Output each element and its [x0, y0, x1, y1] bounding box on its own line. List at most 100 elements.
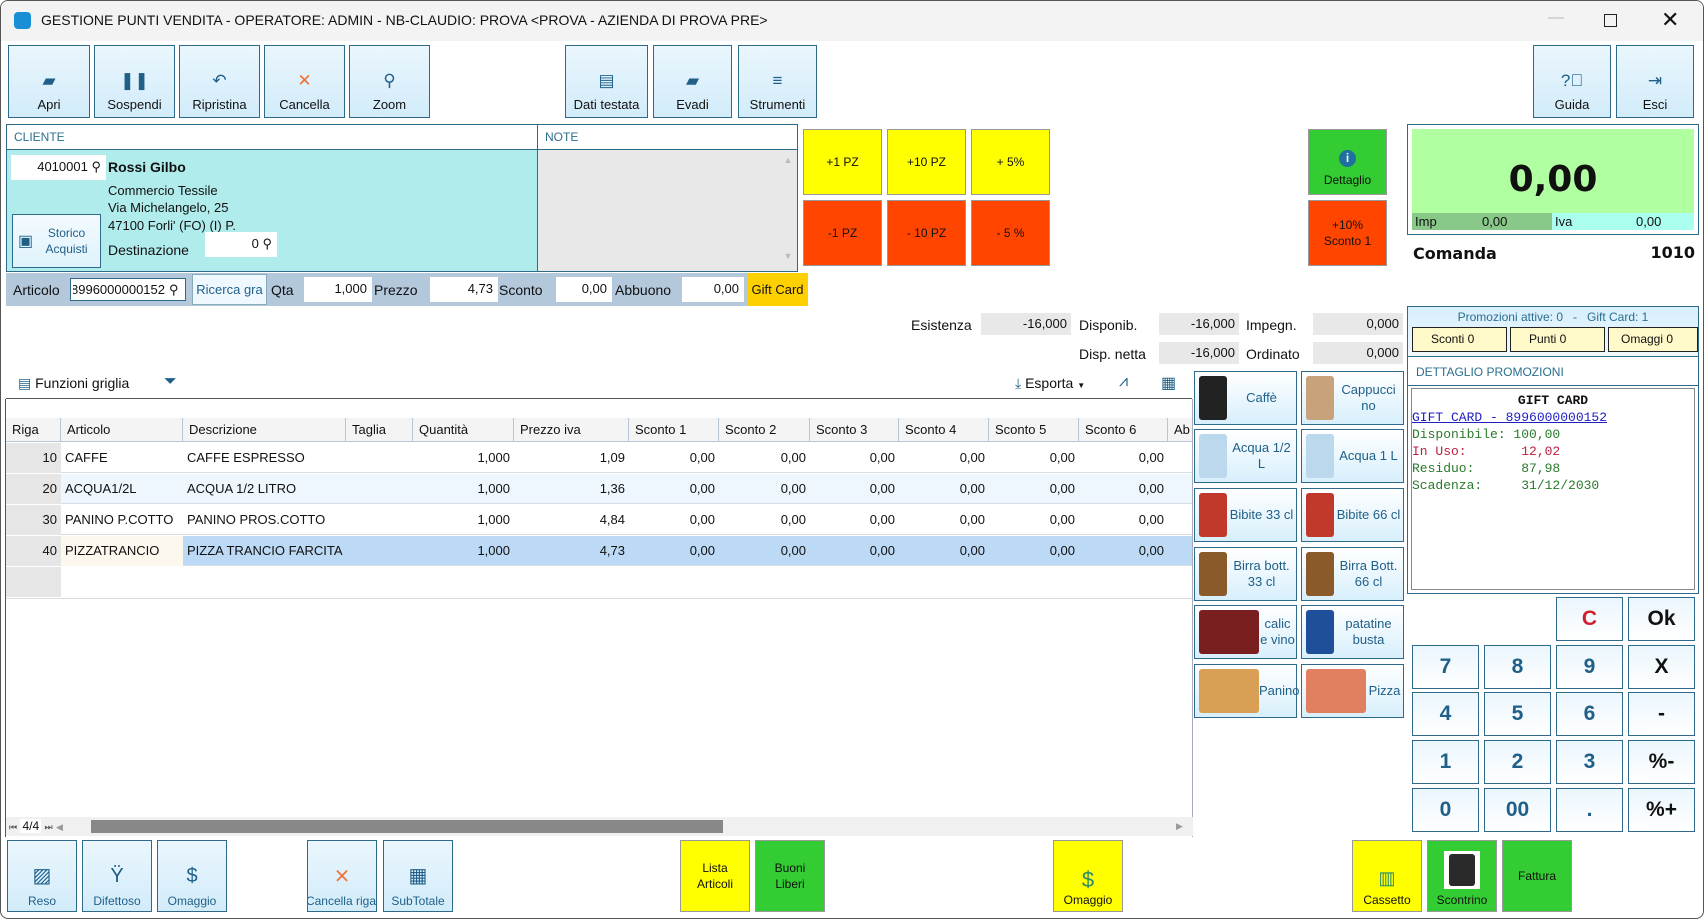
- key-minus[interactable]: -: [1628, 692, 1695, 736]
- column-header[interactable]: Taglia: [346, 418, 413, 442]
- subtotale-button[interactable]: ▦ SubTotale: [383, 840, 453, 912]
- table-row[interactable]: [6, 443, 1193, 473]
- omaggi-button[interactable]: Omaggi 0: [1608, 327, 1698, 352]
- key-3[interactable]: 3: [1556, 740, 1623, 784]
- key-multiply[interactable]: X: [1628, 645, 1695, 689]
- key-0[interactable]: 0: [1412, 788, 1479, 832]
- sconto-10-button[interactable]: +10% Sconto 1: [1308, 200, 1387, 266]
- difettoso-button[interactable]: Ÿ Difettoso: [82, 840, 152, 912]
- product-button[interactable]: Panino: [1194, 664, 1299, 718]
- funzioni-griglia-button[interactable]: ▤ Funzioni griglia: [18, 375, 129, 392]
- column-header[interactable]: Quantità: [413, 418, 514, 442]
- dati-testata-button[interactable]: ▤ Dati testata: [565, 45, 648, 118]
- last-page-icon[interactable]: ⏭: [44, 822, 53, 832]
- sconti-button[interactable]: Sconti 0: [1412, 327, 1507, 352]
- search-icon[interactable]: ⚲: [262, 236, 272, 251]
- gift-card-button[interactable]: Gift Card: [747, 273, 808, 306]
- evadi-button[interactable]: ▰ Evadi: [653, 45, 732, 118]
- product-button[interactable]: Pizza: [1301, 664, 1404, 718]
- chart-icon[interactable]: ⩘: [1119, 373, 1129, 390]
- product-button[interactable]: Birra bott. 33 cl: [1194, 547, 1297, 601]
- key-2[interactable]: 2: [1484, 740, 1551, 784]
- key-7[interactable]: 7: [1412, 645, 1479, 689]
- plus-1-pz-button[interactable]: +1 PZ: [803, 129, 882, 195]
- product-button[interactable]: Acqua 1/2 L: [1194, 429, 1297, 483]
- key-4[interactable]: 4: [1412, 692, 1479, 736]
- scontrino-button[interactable]: Scontrino: [1427, 840, 1497, 912]
- key-percent-plus[interactable]: %+: [1628, 788, 1695, 832]
- column-header[interactable]: Sconto 1: [629, 418, 719, 442]
- cassetto-button[interactable]: ▥ Cassetto: [1352, 840, 1422, 912]
- filter-icon[interactable]: ⏷: [164, 373, 177, 390]
- scroll-left-icon[interactable]: ◀: [55, 822, 63, 832]
- first-page-icon[interactable]: ⏮: [9, 822, 18, 832]
- strumenti-button[interactable]: ≡ Strumenti: [738, 45, 817, 118]
- key-8[interactable]: 8: [1484, 645, 1551, 689]
- product-button[interactable]: Bibite 33 cl: [1194, 488, 1297, 542]
- grid-layout-icon[interactable]: ▦: [1161, 375, 1177, 392]
- column-header[interactable]: Sconto 3: [810, 418, 899, 442]
- close-button[interactable]: ✕: [1661, 7, 1680, 32]
- esci-button[interactable]: ⇥ Esci: [1616, 45, 1694, 118]
- articolo-input[interactable]: 8996000000152 ⚲: [70, 278, 186, 301]
- maximize-button[interactable]: [1604, 14, 1617, 27]
- omaggio-button[interactable]: $ Omaggio: [157, 840, 227, 912]
- key-9[interactable]: 9: [1556, 645, 1623, 689]
- column-header[interactable]: Prezzo iva: [514, 418, 629, 442]
- sconto-field[interactable]: 0,00: [556, 277, 612, 302]
- minus-5-percent-button[interactable]: - 5 %: [971, 200, 1050, 266]
- key-00[interactable]: 00: [1484, 788, 1551, 832]
- cancella-button[interactable]: ✕ Cancella: [264, 45, 345, 118]
- key-5[interactable]: 5: [1484, 692, 1551, 736]
- table-row[interactable]: [6, 474, 1193, 504]
- minus-10-pz-button[interactable]: - 10 PZ: [887, 200, 966, 266]
- qta-field[interactable]: 1,000: [304, 277, 372, 302]
- destinazione-field[interactable]: 0 ⚲: [205, 232, 277, 257]
- scroll-right-icon[interactable]: ▶: [1176, 821, 1183, 831]
- storico-acquisti-button[interactable]: ▣ Storico Acquisti: [12, 214, 101, 268]
- key-percent-minus[interactable]: %-: [1628, 740, 1695, 784]
- omaggio-yellow-button[interactable]: $ Omaggio: [1053, 840, 1123, 912]
- apri-button[interactable]: ▰ Apri: [8, 45, 90, 118]
- column-header[interactable]: Descrizione: [183, 418, 346, 442]
- ricerca-grafica-button[interactable]: Ricerca gra: [192, 274, 267, 305]
- product-button[interactable]: Birra Bott. 66 cl: [1301, 547, 1404, 601]
- product-button[interactable]: Cappucci no: [1301, 371, 1404, 425]
- column-header[interactable]: Sconto 4: [899, 418, 989, 442]
- plus-5-percent-button[interactable]: + 5%: [971, 129, 1050, 195]
- column-header[interactable]: Ab: [1168, 418, 1193, 442]
- abbuono-field[interactable]: 0,00: [682, 277, 744, 302]
- dettaglio-button[interactable]: i Dettaglio: [1308, 129, 1387, 195]
- column-header[interactable]: Riga: [6, 418, 61, 442]
- column-header[interactable]: Articolo: [61, 418, 183, 442]
- cancella-riga-button[interactable]: ⨯ Cancella riga: [307, 840, 377, 912]
- table-row[interactable]: [6, 536, 1193, 566]
- horizontal-scrollbar-thumb[interactable]: [91, 820, 723, 833]
- zoom-button[interactable]: ⚲ Zoom: [349, 45, 430, 118]
- buoni-liberi-button[interactable]: Buoni Liberi: [755, 840, 825, 912]
- table-row[interactable]: [6, 505, 1193, 535]
- lista-articoli-button[interactable]: Lista Articoli: [680, 840, 750, 912]
- key-6[interactable]: 6: [1556, 692, 1623, 736]
- minimize-button[interactable]: —: [1548, 9, 1564, 26]
- key-dot[interactable]: .: [1556, 788, 1623, 832]
- note-scrollbar[interactable]: ▲ ▼: [783, 155, 793, 261]
- key-1[interactable]: 1: [1412, 740, 1479, 784]
- punti-button[interactable]: Punti 0: [1510, 327, 1605, 352]
- column-header[interactable]: Sconto 2: [719, 418, 810, 442]
- search-icon[interactable]: ⚲: [169, 282, 179, 297]
- column-header[interactable]: Sconto 6: [1079, 418, 1168, 442]
- ripristina-button[interactable]: ↶ Ripristina: [179, 45, 260, 118]
- minus-1-pz-button[interactable]: -1 PZ: [803, 200, 882, 266]
- product-button[interactable]: Bibite 66 cl: [1301, 488, 1404, 542]
- reso-button[interactable]: ▨ Reso: [7, 840, 77, 912]
- fattura-button[interactable]: Fattura: [1502, 840, 1572, 912]
- guida-button[interactable]: ?⃝ Guida: [1533, 45, 1611, 118]
- sospendi-button[interactable]: ❚❚ Sospendi: [94, 45, 175, 118]
- search-icon[interactable]: ⚲: [91, 159, 101, 174]
- product-button[interactable]: Caffè: [1194, 371, 1297, 425]
- gc-code-link[interactable]: GIFT CARD - 8996000000152: [1412, 410, 1608, 425]
- esporta-button[interactable]: ⤓ Esporta ▼: [1015, 375, 1085, 392]
- cliente-code-field[interactable]: 4010001 ⚲: [11, 155, 106, 180]
- plus-10-pz-button[interactable]: +10 PZ: [887, 129, 966, 195]
